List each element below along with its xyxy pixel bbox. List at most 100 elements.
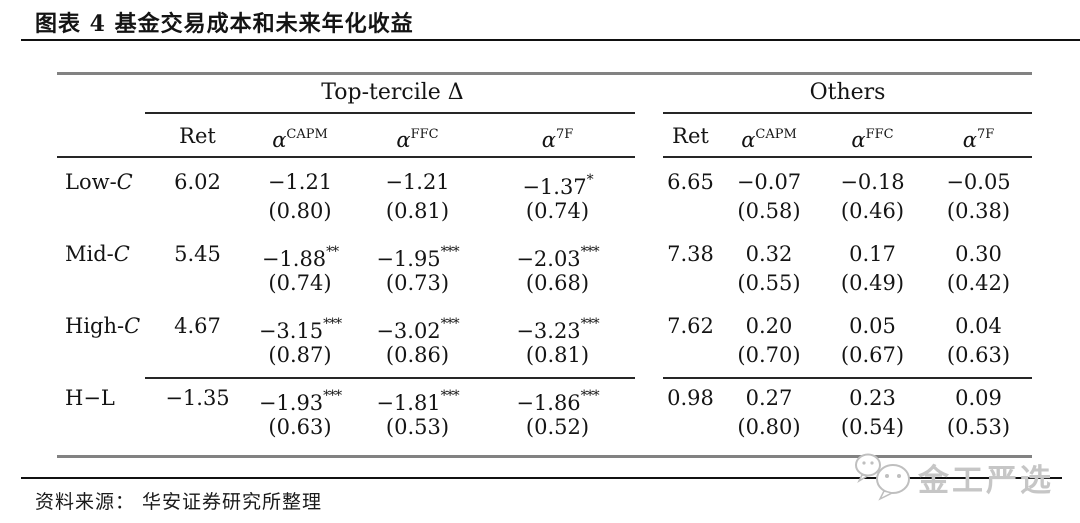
table-bottom-rule <box>57 455 1032 458</box>
column-header: Ret <box>179 124 216 148</box>
cell-se <box>150 197 245 226</box>
header-left-midrule <box>57 156 635 158</box>
cell-value: 5.45 <box>174 242 221 266</box>
watermark-text: 金工严选 <box>918 462 1054 499</box>
cell-value: −1.86*** <box>516 388 599 415</box>
table-cell: −2.03*** (0.68) <box>480 240 635 312</box>
cell-se <box>150 341 245 370</box>
table-grid: Top-tercile Δ Others Ret αCAPM αFFC α7F Ret αCA… <box>57 72 1032 456</box>
cell-value: 7.62 <box>667 314 714 338</box>
table-cell: 7.38 <box>663 240 718 312</box>
table-cell: 0.05 (0.67) <box>820 312 925 384</box>
cell-se: (0.70) <box>737 343 801 367</box>
table-cell: 0.23 (0.54) <box>820 384 925 456</box>
cell-se <box>150 413 245 442</box>
group-left-cmidrule <box>145 112 635 114</box>
title-divider <box>21 39 1080 41</box>
column-header: Ret <box>672 124 709 148</box>
cell-se: (0.81) <box>385 199 450 223</box>
row-label: High-C <box>65 314 141 338</box>
cell-value: 0.05 <box>849 314 896 338</box>
cell-se <box>663 413 718 442</box>
table-cell: 6.65 <box>663 168 718 240</box>
cell-value: 0.27 <box>745 386 793 410</box>
table-cell: 0.27 (0.80) <box>718 384 820 456</box>
cell-value: −0.18 <box>840 170 905 194</box>
cell-value: −1.37* <box>522 172 593 199</box>
group-header: Others <box>809 80 886 105</box>
group-header: Top-tercile Δ <box>321 80 464 105</box>
cell-se <box>663 197 718 226</box>
cell-value: 0.98 <box>667 386 714 410</box>
cell-value: −1.21 <box>267 170 333 194</box>
table-cell: −0.18 (0.46) <box>820 168 925 240</box>
row-label: Low-C <box>65 170 133 194</box>
cell-value: 6.02 <box>174 170 221 194</box>
table-cell: −1.81*** (0.53) <box>355 384 480 456</box>
cell-value: −2.03*** <box>516 244 599 271</box>
cell-value: −1.81*** <box>376 388 459 415</box>
cell-se: (0.74) <box>268 271 332 295</box>
watermark: 金工严选 <box>852 449 1054 505</box>
cell-value: 0.30 <box>955 242 1002 266</box>
cell-value: 0.04 <box>955 314 1002 338</box>
cell-se: (0.38) <box>946 199 1011 223</box>
cell-se: (0.53) <box>946 415 1011 439</box>
page-title: 图表 4 基金交易成本和未来年化收益 <box>35 11 414 37</box>
row-label: Mid-C <box>65 242 130 266</box>
results-table: Top-tercile Δ Others Ret αCAPM αFFC α7F Ret αCA… <box>57 72 1032 458</box>
cell-se <box>150 269 245 298</box>
table-cell: −1.88** (0.74) <box>245 240 355 312</box>
cell-se <box>663 341 718 370</box>
table-cell: −0.07 (0.58) <box>718 168 820 240</box>
column-header: α7F <box>541 127 574 152</box>
cell-value: 0.23 <box>849 386 896 410</box>
column-header: αFFC <box>851 127 894 152</box>
cell-se: (0.80) <box>737 415 801 439</box>
cell-se: (0.53) <box>385 415 450 439</box>
hl-left-cmidrule <box>145 377 635 379</box>
cell-se: (0.42) <box>946 271 1011 295</box>
table-cell: −3.23*** (0.81) <box>480 312 635 384</box>
cell-value: −1.95*** <box>376 244 459 271</box>
cell-value: 0.17 <box>849 242 896 266</box>
footer-divider <box>21 477 1062 479</box>
cell-value: −1.35 <box>165 386 230 410</box>
table-cell: −1.21 (0.80) <box>245 168 355 240</box>
cell-value: 0.20 <box>745 314 793 338</box>
column-header: αCAPM <box>741 127 797 152</box>
table-cell: −3.02*** (0.86) <box>355 312 480 384</box>
column-header: αFFC <box>396 127 439 152</box>
cell-value: −0.05 <box>946 170 1011 194</box>
table-cell: 4.67 <box>150 312 245 384</box>
table-cell: −1.37* (0.74) <box>480 168 635 240</box>
cell-value: 0.09 <box>955 386 1002 410</box>
table-cell: 0.98 <box>663 384 718 456</box>
cell-value: −3.23*** <box>516 316 599 343</box>
cell-se: (0.46) <box>840 199 905 223</box>
group-right-cmidrule <box>663 112 1032 114</box>
cell-value: −1.93*** <box>258 388 342 415</box>
hl-right-cmidrule <box>663 377 1032 379</box>
cell-value: −1.21 <box>385 170 450 194</box>
cell-value: −3.15*** <box>258 316 342 343</box>
table-cell: −3.15*** (0.87) <box>245 312 355 384</box>
table-cell: 6.02 <box>150 168 245 240</box>
cell-se <box>663 269 718 298</box>
cell-value: −1.88** <box>261 244 339 271</box>
table-cell: 5.45 <box>150 240 245 312</box>
table-cell: 0.17 (0.49) <box>820 240 925 312</box>
cell-se: (0.87) <box>268 343 332 367</box>
table-cell: −1.95*** (0.73) <box>355 240 480 312</box>
cell-value: 6.65 <box>667 170 714 194</box>
table-cell: 0.20 (0.70) <box>718 312 820 384</box>
cell-se: (0.54) <box>840 415 905 439</box>
table-cell: −1.93*** (0.63) <box>245 384 355 456</box>
table-cell: 0.30 (0.42) <box>925 240 1032 312</box>
cell-value: 0.32 <box>745 242 793 266</box>
cell-se: (0.63) <box>268 415 332 439</box>
table-cell: −1.86*** (0.52) <box>480 384 635 456</box>
column-header: αCAPM <box>272 127 328 152</box>
header-right-midrule <box>663 156 1032 158</box>
cell-se: (0.74) <box>525 199 590 223</box>
